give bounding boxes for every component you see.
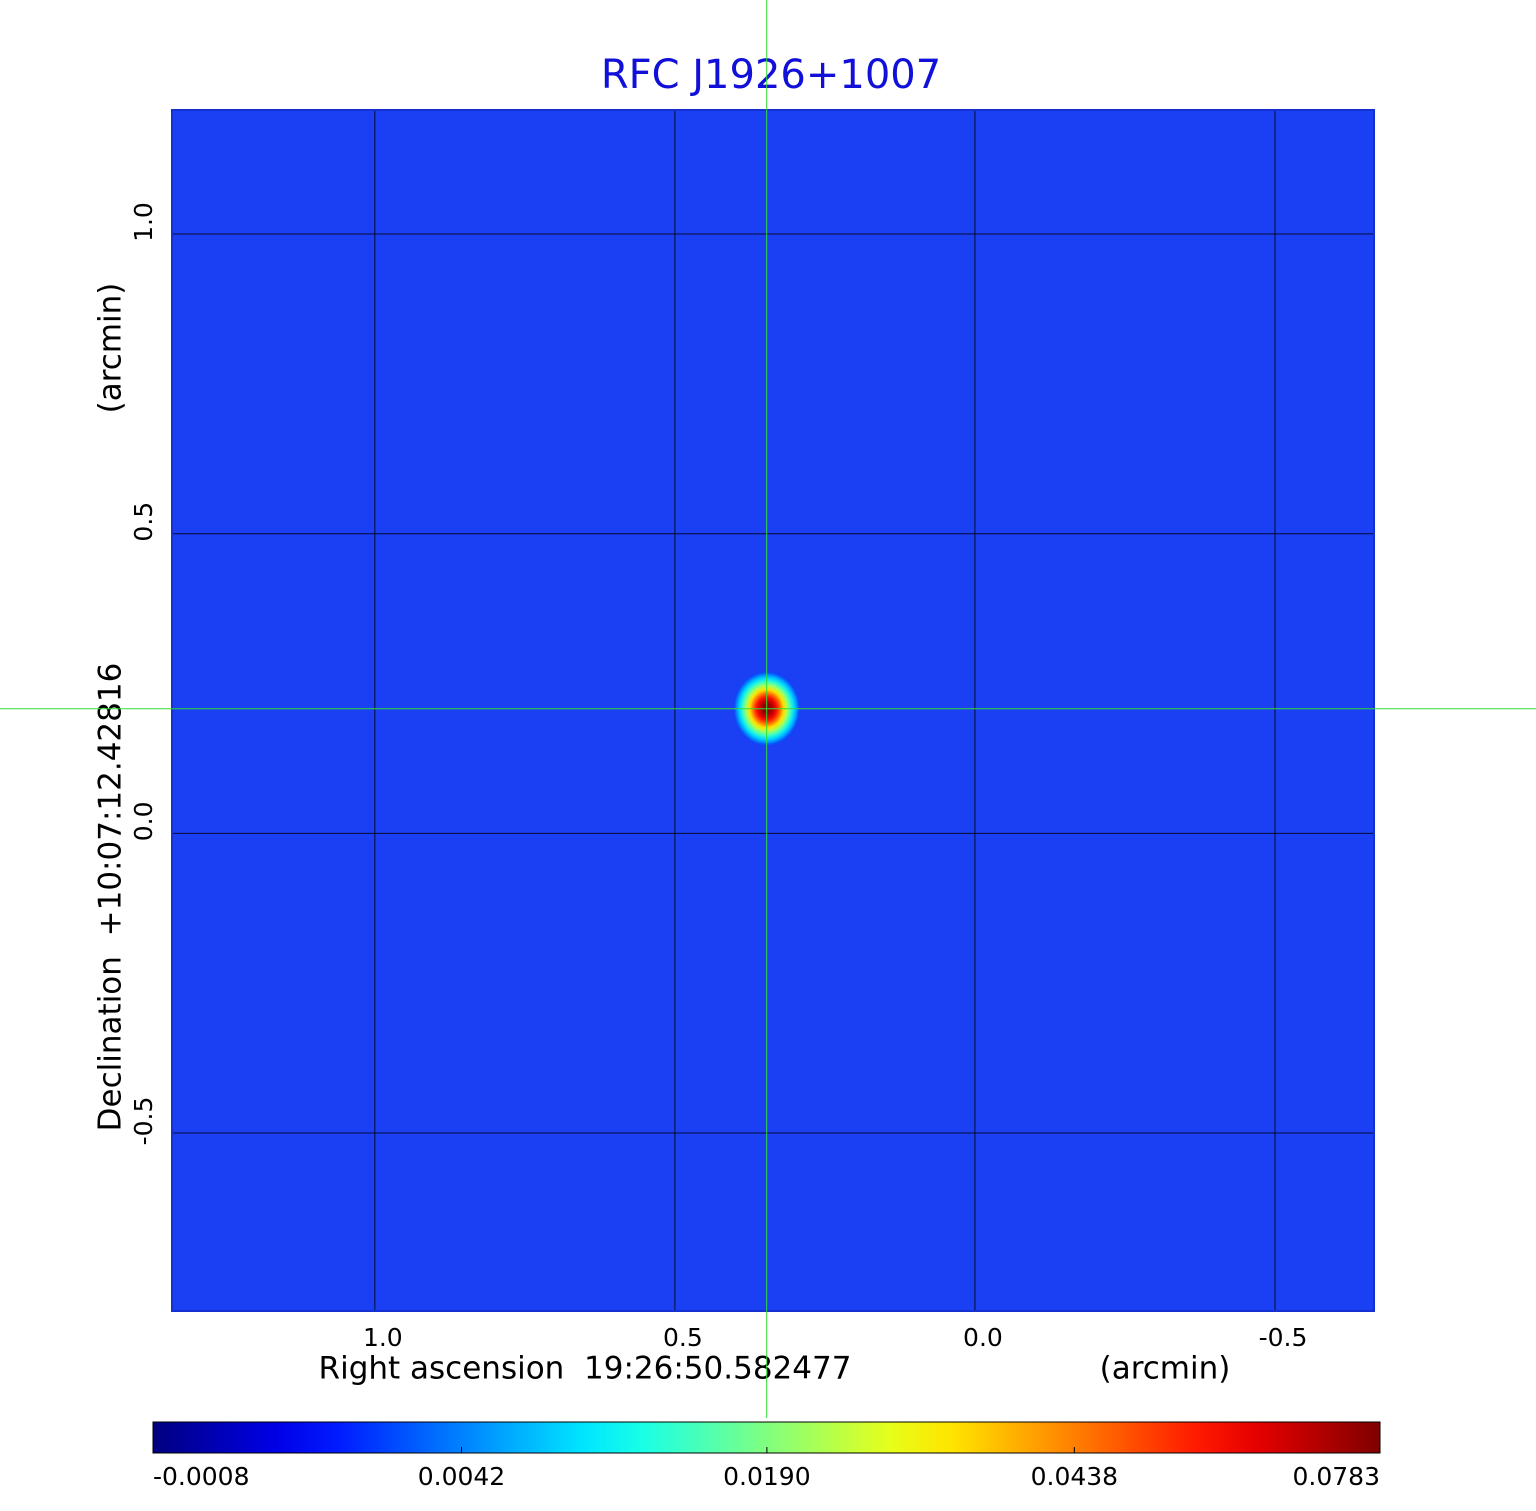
y-axis-label: Declination +10:07:12.42816 bbox=[93, 663, 129, 1132]
chart-title: RFC J1926+1007 bbox=[601, 52, 941, 98]
colorbar-tick-label: 0.0783 bbox=[1293, 1462, 1380, 1491]
y-tick-label: 0.0 bbox=[129, 801, 158, 841]
y-tick-label: 0.5 bbox=[129, 502, 158, 542]
colorbar-tick-label: 0.0042 bbox=[418, 1462, 505, 1491]
x-axis-unit: (arcmin) bbox=[1100, 1351, 1231, 1387]
x-tick-label: -0.5 bbox=[1259, 1323, 1308, 1352]
colorbar-tick-label: -0.0008 bbox=[153, 1462, 250, 1491]
x-tick-label: 0.0 bbox=[963, 1323, 1003, 1352]
y-tick-label: 1.0 bbox=[129, 202, 158, 242]
x-axis-label: Right ascension 19:26:50.582477 bbox=[319, 1351, 852, 1387]
plot-frame bbox=[171, 109, 1375, 1312]
colorbar-tick-label: 0.0190 bbox=[723, 1462, 810, 1491]
colorbar-tick-label: 0.0438 bbox=[1031, 1462, 1118, 1491]
y-axis-unit: (arcmin) bbox=[93, 283, 129, 414]
x-tick-label: 0.5 bbox=[663, 1323, 703, 1352]
y-tick-label: -0.5 bbox=[129, 1097, 158, 1146]
x-tick-label: 1.0 bbox=[363, 1323, 403, 1352]
